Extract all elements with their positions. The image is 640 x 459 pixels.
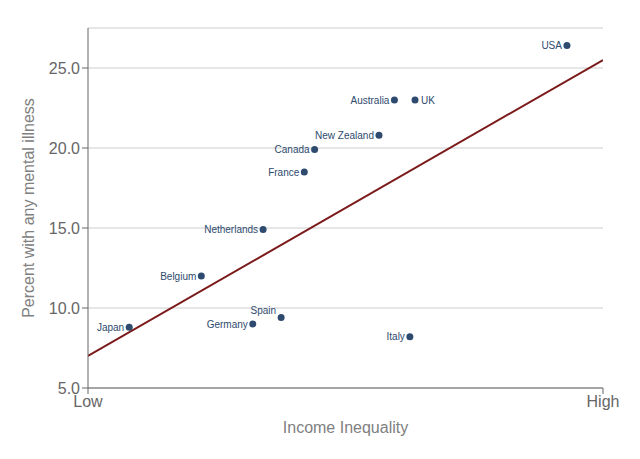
svg-text:20.0: 20.0	[49, 140, 80, 157]
svg-text:5.0: 5.0	[58, 380, 80, 397]
svg-text:15.0: 15.0	[49, 220, 80, 237]
svg-text:Japan: Japan	[97, 322, 124, 333]
svg-text:France: France	[268, 167, 300, 178]
svg-text:Italy: Italy	[387, 331, 405, 342]
svg-text:Germany: Germany	[207, 319, 248, 330]
svg-text:UK: UK	[421, 95, 435, 106]
svg-text:Spain: Spain	[251, 305, 277, 316]
svg-text:Percent with any mental illnes: Percent with any mental illness	[20, 98, 37, 318]
svg-text:10.0: 10.0	[49, 300, 80, 317]
svg-text:High: High	[587, 393, 620, 410]
svg-text:Income Inequality: Income Inequality	[283, 419, 408, 436]
svg-text:Low: Low	[73, 393, 103, 411]
svg-text:Australia: Australia	[351, 95, 390, 106]
svg-text:Canada: Canada	[275, 144, 310, 155]
svg-text:USA: USA	[541, 40, 562, 51]
svg-text:Belgium: Belgium	[160, 271, 196, 282]
svg-text:New Zealand: New Zealand	[315, 130, 374, 141]
svg-text:Netherlands: Netherlands	[204, 224, 258, 235]
svg-text:25.0: 25.0	[49, 60, 80, 77]
